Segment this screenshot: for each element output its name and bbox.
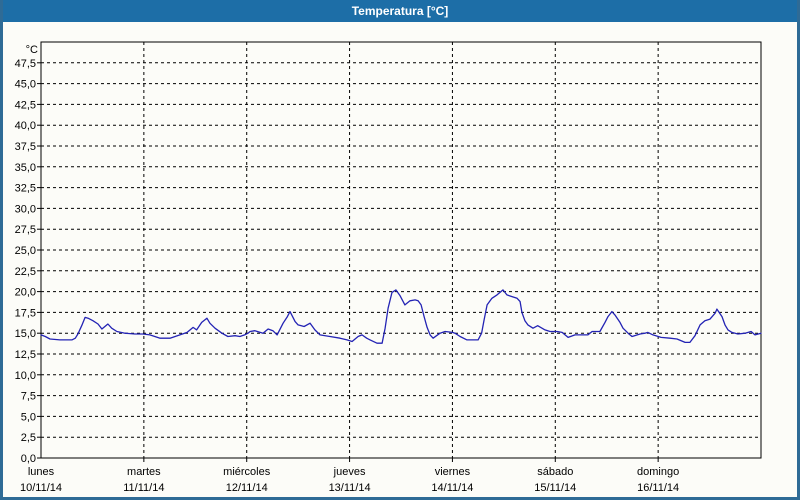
day-date-label: 15/11/14 xyxy=(534,482,576,494)
chart-title: Temperatura [°C] xyxy=(351,4,449,18)
plot-border xyxy=(40,41,762,459)
y-tick-label: 25,0 xyxy=(15,245,36,257)
y-tick-label: 7,5 xyxy=(21,391,36,403)
y-tick-label: 45,0 xyxy=(15,79,36,91)
day-date-label: 12/11/14 xyxy=(226,482,268,494)
y-tick-label: 22,5 xyxy=(15,266,36,278)
y-tick-label: 10,0 xyxy=(15,370,36,382)
y-tick-label: 15,0 xyxy=(15,328,36,340)
day-name-label: sábado xyxy=(537,466,573,478)
y-tick-label: 20,0 xyxy=(15,287,36,299)
y-tick-label: 47,5 xyxy=(15,58,36,70)
temperature-line xyxy=(40,289,762,344)
y-tick-label: 37,5 xyxy=(15,141,36,153)
day-date-label: 13/11/14 xyxy=(329,482,371,494)
day-date-label: 11/11/14 xyxy=(123,482,164,494)
day-name-label: viernes xyxy=(435,466,471,478)
day-name-label: miércoles xyxy=(223,466,271,478)
day-name-label: domingo xyxy=(637,466,679,478)
day-name-label: martes xyxy=(127,466,161,478)
y-tick-label: 5,0 xyxy=(21,411,36,423)
y-tick-label: 32,5 xyxy=(15,183,36,195)
y-tick-label: 40,0 xyxy=(15,120,36,132)
day-name-label: jueves xyxy=(333,466,366,478)
y-tick-label: 12,5 xyxy=(15,349,36,361)
y-tick-label: 42,5 xyxy=(15,99,36,111)
day-date-label: 14/11/14 xyxy=(431,482,473,494)
day-name-label: lunes xyxy=(28,466,55,478)
y-tick-label: 27,5 xyxy=(15,224,36,236)
plot-area: 47,5 45,0 42,5 40,0 37,5 35,0 32,5 30,0 27,5 25,0… xyxy=(15,41,762,494)
title-bar: Temperatura [°C] xyxy=(3,0,797,22)
y-axis-unit-label: °C xyxy=(26,44,38,56)
day-date-label: 16/11/14 xyxy=(637,482,679,494)
y-tick-label: 0,0 xyxy=(21,453,36,465)
y-tick-label: 30,0 xyxy=(15,203,36,215)
y-tick-label: 35,0 xyxy=(15,162,36,174)
day-date-label: 10/11/14 xyxy=(20,482,62,494)
y-tick-label: 17,5 xyxy=(15,307,36,319)
y-tick-label: 2,5 xyxy=(21,432,36,444)
